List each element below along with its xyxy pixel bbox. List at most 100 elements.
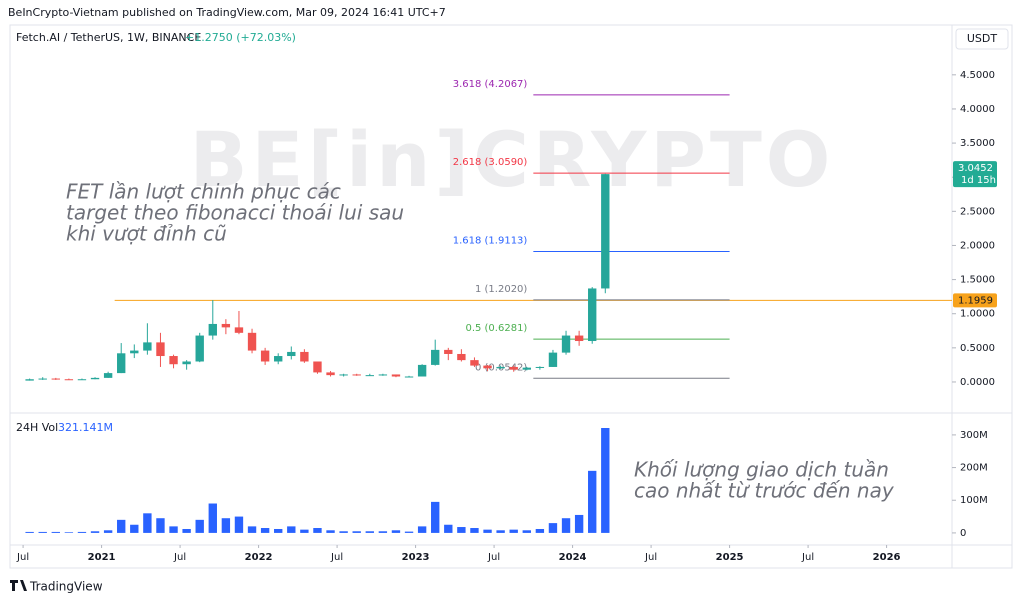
candle-body <box>339 374 348 376</box>
horizontal-line-label: 1.1959 <box>958 295 993 306</box>
candle-body <box>417 364 427 377</box>
candle-body <box>378 374 388 376</box>
volume-bar <box>431 501 440 533</box>
last-price-label: 3.0452 <box>958 163 993 174</box>
annotation: target theo fibonacci thoái lui sau <box>66 201 404 225</box>
volume-bar <box>548 523 558 533</box>
x-tick-label: Jul <box>16 552 29 563</box>
volume-bar <box>300 529 309 533</box>
chart-frame <box>9 24 1013 569</box>
candle-body <box>470 360 479 366</box>
volume-bar <box>588 470 597 533</box>
x-tick-label: 2026 <box>873 552 901 563</box>
x-tick-label: Jul <box>644 552 657 563</box>
chart-title: Fetch.AI / TetherUS, 1W, BINANCE <box>16 31 201 44</box>
candle-body <box>444 349 453 354</box>
x-tick-label: 2024 <box>559 552 587 563</box>
candle-body <box>130 350 139 354</box>
price-change: +1.2750 (+72.03%) <box>185 31 296 44</box>
volume-bar <box>38 531 47 533</box>
volume-bar <box>182 528 191 533</box>
candle-body <box>221 323 231 328</box>
logo <box>10 580 27 591</box>
volume-last: 321.141M <box>58 421 113 434</box>
annotation: khi vượt đỉnh cũ <box>66 222 227 246</box>
candle-body <box>103 373 113 378</box>
candle-body <box>457 353 466 361</box>
x-tick-label: Jul <box>173 552 186 563</box>
volume-bar <box>287 526 296 533</box>
fib-label: 2.618 (3.0590) <box>453 157 528 168</box>
candle-body <box>326 372 335 376</box>
volume-bar <box>326 530 335 533</box>
x-tick-label: Jul <box>330 552 343 563</box>
volume-bar <box>260 528 270 533</box>
volume-bar <box>535 528 545 533</box>
volume-bar <box>391 530 401 533</box>
candle-body <box>365 375 374 377</box>
candle-body <box>313 361 322 373</box>
volume-bar <box>601 428 610 533</box>
fib-label: 1 (1.2020) <box>475 284 527 295</box>
volume-bar <box>247 526 257 533</box>
y-tick-label: 3.5000 <box>960 138 995 149</box>
x-tick-label: 2021 <box>88 552 116 563</box>
x-tick-label: Jul <box>487 552 500 563</box>
volume-bar <box>509 529 518 533</box>
x-tick-label: 2025 <box>716 552 744 563</box>
volume-bar <box>404 531 414 533</box>
volume-bar <box>496 530 505 533</box>
y-tick-label: 4.5000 <box>960 70 995 81</box>
candle-body <box>574 335 584 342</box>
y-tick-label: 2.0000 <box>960 240 995 251</box>
currency[interactable]: USDT <box>967 32 998 45</box>
volume-bar <box>457 527 466 533</box>
candle-body <box>431 349 440 365</box>
volume-bar <box>470 528 479 533</box>
candle-body <box>77 379 87 381</box>
volume-tick-label: 300M <box>960 430 988 441</box>
volume-bar <box>234 516 244 533</box>
last-price-tag <box>953 161 997 188</box>
x-tick-label: 2023 <box>402 552 430 563</box>
volume-bar <box>25 531 34 533</box>
volume-bar <box>195 519 204 533</box>
candle-body <box>195 335 204 362</box>
candle-body <box>51 378 60 380</box>
candle-body <box>117 353 126 374</box>
y-tick-label: 1.5000 <box>960 275 995 286</box>
volume-bar <box>444 524 453 533</box>
volume-bar <box>574 514 584 533</box>
volume-bar <box>483 529 492 533</box>
candle-body <box>496 366 505 369</box>
candle-body <box>156 342 165 357</box>
volume-bar <box>143 513 152 533</box>
y-tick-label: 0.0000 <box>960 377 995 388</box>
candle-body <box>404 376 414 378</box>
candle-body <box>522 367 531 370</box>
volume-bar <box>313 528 322 533</box>
candle-body <box>260 350 270 362</box>
candle-body <box>234 327 244 333</box>
candle-body <box>64 379 74 381</box>
candle-body <box>483 365 492 369</box>
candle-body <box>300 351 309 362</box>
candle-body <box>274 356 283 362</box>
candle-body <box>391 374 401 377</box>
volume-bar <box>378 531 388 533</box>
candle-body <box>90 377 100 380</box>
volume-bar <box>339 531 348 533</box>
candle-body <box>601 174 610 289</box>
volume-tick-label: 200M <box>960 463 988 474</box>
currency-box[interactable] <box>955 28 1009 50</box>
volume-bar <box>274 528 283 533</box>
footer-brand: TradingView <box>29 580 103 594</box>
candle-body <box>143 342 152 351</box>
volume-bar <box>522 530 531 533</box>
volume-bar <box>130 524 139 533</box>
x-tick-label: Jul <box>801 552 814 563</box>
volume-name: 24H Vol <box>16 421 58 434</box>
volume-tick-label: 0 <box>960 528 966 539</box>
candle-body <box>509 366 518 370</box>
